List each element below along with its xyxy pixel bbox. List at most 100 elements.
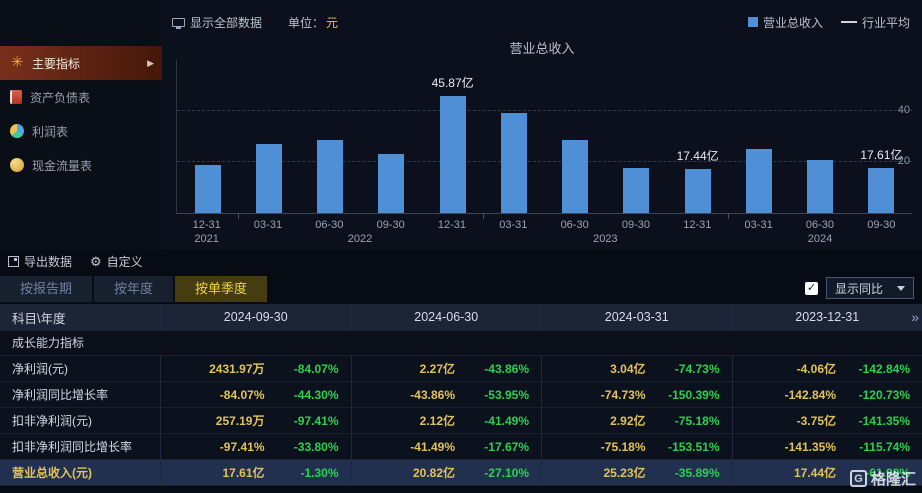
- table-cell: -4.06亿 -142.84%: [731, 356, 922, 381]
- revenue-bar[interactable]: [684, 168, 711, 213]
- cell-yoy: -44.30%: [293, 387, 339, 402]
- gridline: 20: [177, 155, 912, 167]
- table-cell: 17.44亿 -61.98%: [731, 460, 922, 485]
- chart-panel: 显示全部数据 单位： 元 营业总收入 行业平均 营业总收入 20 40 45.87亿 1…: [162, 0, 922, 250]
- cell-yoy: -153.51%: [668, 439, 720, 454]
- legend-item[interactable]: 行业平均: [840, 14, 910, 31]
- sidebar-item-label: 资产负债表: [30, 90, 91, 105]
- axis-tick: [483, 213, 485, 219]
- cell-yoy: -141.35%: [858, 413, 910, 428]
- table-cell: 2.12亿 -41.49%: [350, 408, 542, 433]
- bar-slot: 17.61亿: [851, 60, 912, 213]
- table-cell: 20.82亿 -27.10%: [350, 460, 542, 485]
- cell-yoy: -115.74%: [859, 439, 910, 454]
- unit-value: 元: [326, 15, 339, 30]
- export-data-button[interactable]: 导出数据: [8, 253, 72, 270]
- monitor-icon: [172, 17, 185, 29]
- coin-icon: [10, 158, 24, 172]
- table-section-header: 成长能力指标: [0, 331, 922, 356]
- table-cell: 2.27亿 -43.86%: [350, 356, 542, 381]
- table-row: 扣非净利润同比增长率 -97.41% -33.80% -41.49% -17.67% -7…: [0, 434, 922, 460]
- show-yoy-checkbox[interactable]: ✓: [804, 281, 818, 295]
- row-label: 扣非净利润同比增长率: [12, 440, 133, 454]
- revenue-bar[interactable]: [378, 154, 405, 213]
- x-axis-tick-label: 03-31: [744, 219, 773, 231]
- table-cell: -41.49% -17.67%: [350, 434, 542, 459]
- x-axis-labels: 12-31 03-31 06-30 09-30 12-31 03-31 06-30 09-30…: [176, 219, 912, 231]
- x-axis-tick-label: 06-30: [805, 219, 835, 231]
- cell-yoy: -120.73%: [858, 387, 910, 402]
- table-cell: 17.61亿 -1.30%: [160, 460, 351, 485]
- gelonghui-logo-icon: G: [849, 470, 867, 487]
- cell-yoy: -1.30%: [300, 465, 339, 480]
- cell-value: -74.73%: [600, 387, 646, 402]
- tab-period[interactable]: 按年度: [94, 276, 174, 302]
- y-axis-tick-label: 40: [897, 104, 910, 116]
- table-cell: -43.86% -53.95%: [350, 382, 542, 407]
- x-axis-tick-label: 12-31: [683, 219, 712, 231]
- x-axis-tick-label: 03-31: [253, 219, 283, 231]
- cell-value: -41.49%: [410, 439, 455, 454]
- sidebar-item[interactable]: 现金流量表: [0, 148, 162, 182]
- cell-yoy: -150.39%: [668, 387, 720, 402]
- yoy-controls: ✓ 显示同比: [804, 277, 922, 302]
- table-toolbar: 导出数据 ⚙ 自定义: [0, 250, 922, 272]
- tab-active-period[interactable]: 按单季度: [175, 276, 268, 302]
- bar-slot: 17.44亿: [667, 60, 728, 213]
- cell-yoy: -142.84%: [858, 361, 910, 376]
- cell-value: 25.23亿: [603, 466, 646, 480]
- table-row: 净利润同比增长率 -84.07% -44.30% -43.86% -53.95% -74.…: [0, 382, 922, 408]
- bar-slot: [728, 60, 789, 213]
- cell-yoy: -33.80%: [293, 439, 339, 454]
- cell-value: 17.61亿: [222, 466, 265, 480]
- revenue-bar[interactable]: [194, 164, 221, 213]
- revenue-bar[interactable]: [868, 168, 895, 213]
- show-yoy-dropdown[interactable]: 显示同比: [825, 277, 914, 299]
- table-cell: -141.35% -115.74%: [731, 434, 922, 459]
- book-icon: [10, 90, 22, 104]
- revenue-bar[interactable]: [623, 167, 650, 213]
- show-all-data-button[interactable]: 显示全部数据: [172, 14, 262, 31]
- chart-topbar: 显示全部数据 单位： 元 营业总收入 行业平均: [162, 0, 922, 38]
- sidebar-item[interactable]: 利润表: [0, 114, 162, 148]
- cell-value: 20.82亿: [412, 466, 455, 480]
- cell-value: 2.27亿: [419, 362, 455, 376]
- bar-slot: [790, 60, 851, 213]
- tab-period[interactable]: 按报告期: [0, 276, 93, 302]
- sidebar-item[interactable]: 资产负债表: [0, 80, 162, 114]
- unit-prefix: 单位：: [288, 15, 325, 30]
- year-label: 2023: [593, 233, 618, 245]
- financial-table: 科目\年度 2024-09-30 2024-06-30 2024-03-31 2023-…: [0, 304, 922, 486]
- column-header: 2024-09-30: [160, 304, 351, 330]
- year-label: 2022: [347, 233, 373, 245]
- unit-label: 单位： 元: [288, 14, 338, 31]
- sidebar-item-label: 主要指标: [32, 56, 81, 71]
- cell-yoy: -61.98%: [865, 465, 910, 480]
- revenue-bar[interactable]: [500, 112, 527, 213]
- bar-slot: [606, 60, 667, 213]
- chart-legend: 营业总收入 行业平均: [747, 14, 910, 31]
- revenue-bar[interactable]: [439, 96, 466, 213]
- revenue-bar[interactable]: [807, 159, 834, 213]
- scroll-columns-icon[interactable]: »: [911, 309, 919, 325]
- revenue-bar[interactable]: [255, 144, 282, 213]
- legend-item[interactable]: 营业总收入: [747, 14, 823, 31]
- watermark-text: 格隆汇: [870, 471, 916, 488]
- legend-label: 营业总收入: [762, 15, 823, 30]
- table-cell: 2.92亿 -75.18%: [541, 408, 732, 433]
- cell-value: -75.18%: [600, 439, 646, 454]
- row-label: 扣非净利润(元): [12, 414, 92, 428]
- row-label: 净利润同比增长率: [12, 388, 109, 402]
- x-axis-tick-label: 06-30: [560, 219, 589, 231]
- bar-slot: [177, 60, 238, 213]
- y-axis-tick-label: 20: [897, 155, 910, 167]
- revenue-bar[interactable]: [745, 148, 772, 213]
- table-cell: 257.19万 -97.41%: [160, 408, 351, 433]
- bar-value-label: 45.87亿: [431, 76, 474, 91]
- revenue-bar[interactable]: [317, 140, 344, 213]
- sidebar-item[interactable]: ✳ 主要指标 ▶: [0, 46, 162, 80]
- revenue-bar[interactable]: [562, 140, 589, 213]
- row-label: 净利润(元): [12, 362, 68, 376]
- gridline: 40: [177, 104, 912, 116]
- customize-button[interactable]: ⚙ 自定义: [90, 253, 143, 270]
